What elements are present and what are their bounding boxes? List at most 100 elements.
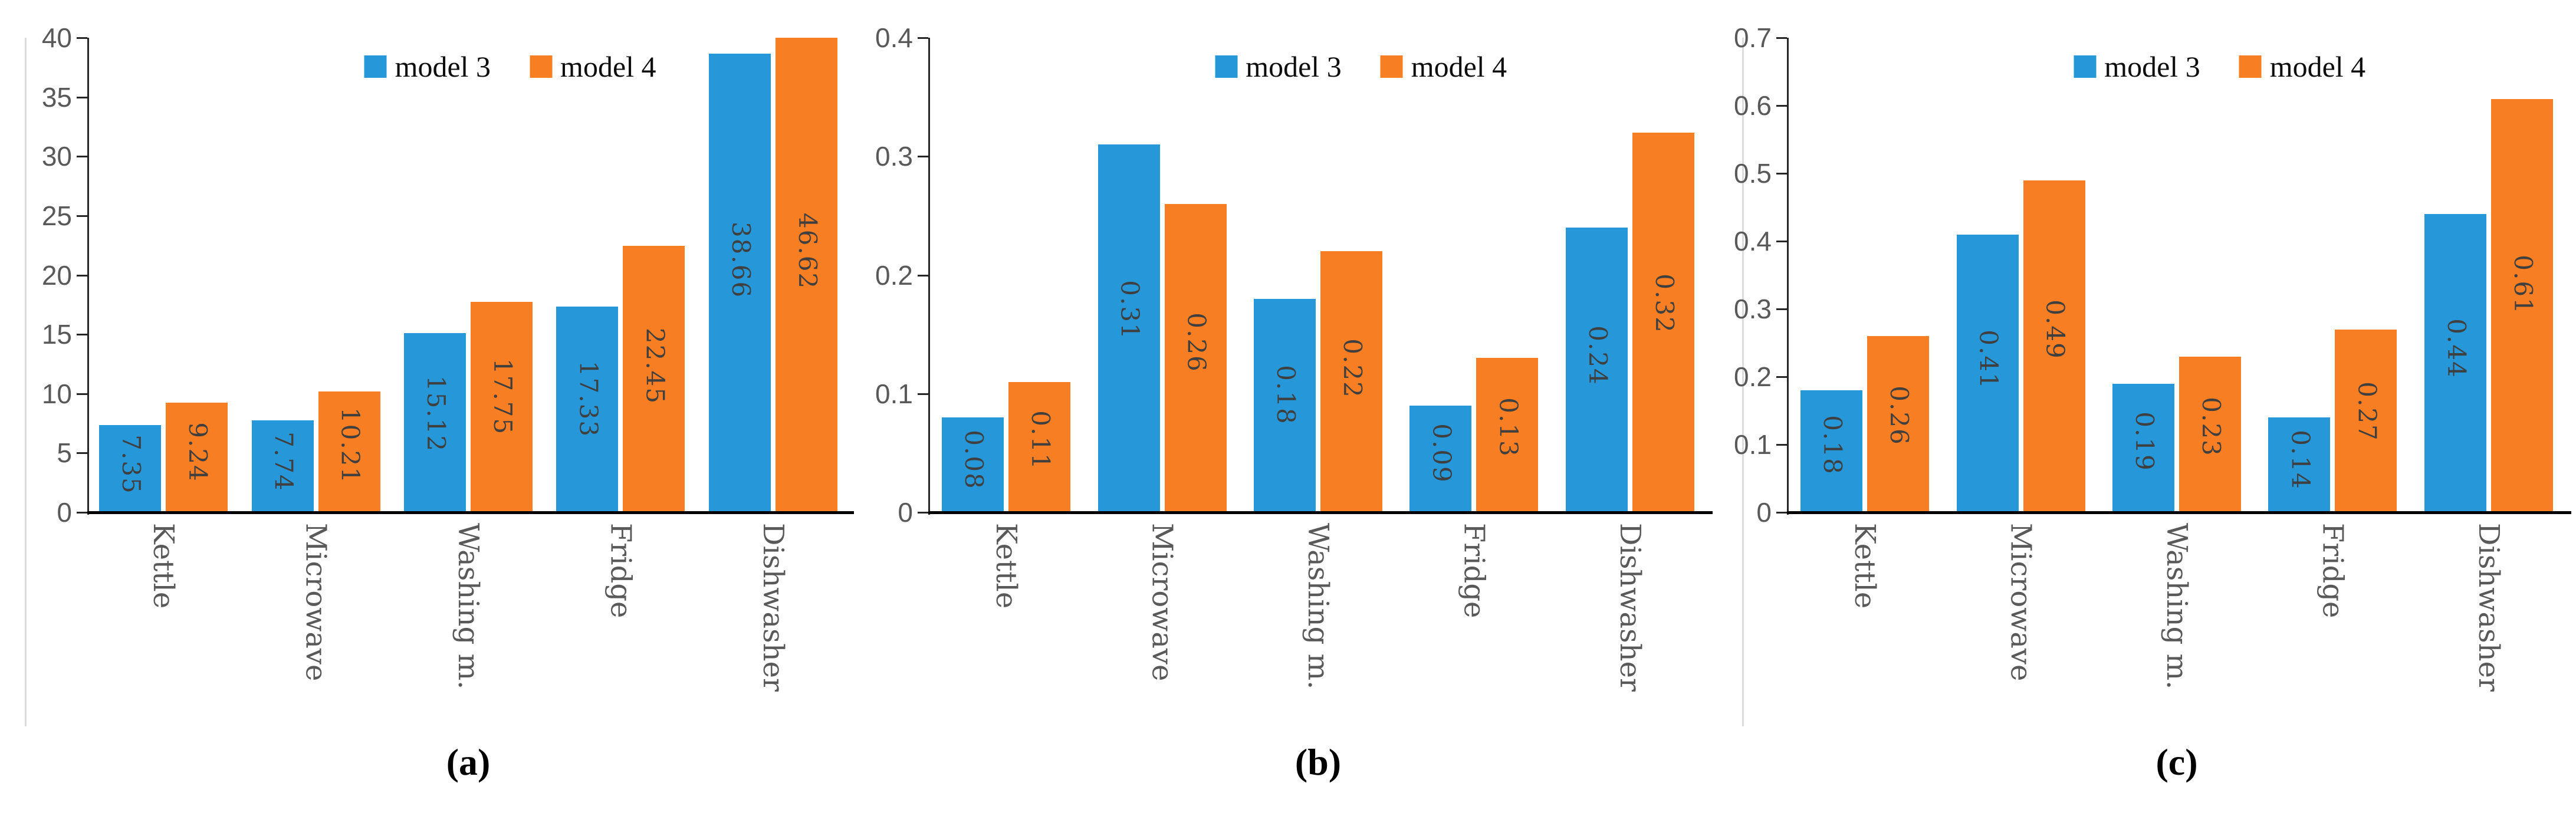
y-tick-label: 0.1	[875, 378, 913, 409]
bar-model-4-microwave	[2023, 180, 2085, 512]
y-tick-label: 10	[41, 378, 72, 409]
y-tick-label: 0.7	[1734, 22, 1772, 53]
chart-panel-c: 0 0.1 0.2 0.3 0.4 0.5 0.6 0.7 0.18 0.41 0.19 0.14 0.…	[1717, 0, 2576, 813]
bar-value-label: 10.21	[336, 407, 365, 485]
bar-value-label: 0.18	[1818, 415, 1848, 475]
y-tick-label: 0	[57, 497, 72, 528]
bar-value-label: 0.61	[2508, 255, 2538, 315]
bar-model-4-washing-m	[471, 301, 533, 512]
legend-item-model-3: model 3	[364, 50, 491, 84]
y-axis-tick	[918, 37, 928, 39]
legend-swatch-model-3	[2074, 55, 2097, 78]
bar-model-4-kettle	[1867, 336, 1930, 512]
bar-value-label: 22.45	[640, 327, 670, 404]
bar-value-label: 0.09	[1427, 423, 1457, 484]
bar-value-label: 0.11	[1026, 410, 1056, 470]
bar-value-label: 0.14	[2286, 430, 2315, 491]
legend-label: model 3	[2104, 50, 2200, 83]
bar-model-3-washing-m	[1254, 298, 1316, 512]
legend: model 3 model 4	[1215, 50, 1507, 84]
bar-model-3-dishwasher	[1565, 228, 1628, 512]
y-axis-tick	[1776, 308, 1787, 310]
figure-caption-c: (c)	[2156, 741, 2198, 783]
y-tick-label: 0.5	[1734, 158, 1772, 189]
bar-model-4-dishwasher	[1632, 133, 1694, 512]
bar-model-3-dishwasher	[708, 53, 771, 512]
bar-value-label: 0.26	[1885, 385, 1914, 446]
category-label-microwave: Microwave	[1145, 523, 1179, 682]
category-label-fridge: Fridge	[604, 523, 638, 618]
legend-swatch-model-4	[1380, 55, 1403, 78]
figure-caption-b: (b)	[1294, 741, 1342, 783]
bar-model-3-washing-m	[404, 333, 466, 512]
bar-value-label: 17.33	[574, 361, 603, 438]
bar-value-label: 0.49	[2041, 299, 2070, 360]
legend: model 3 model 4	[364, 50, 656, 84]
category-label-fridge: Fridge	[2316, 523, 2350, 618]
y-tick-label: 25	[41, 200, 72, 231]
category-label-dishwasher: Dishwasher	[1613, 523, 1647, 692]
y-axis-tick	[1776, 376, 1787, 378]
bar-value-label: 0.23	[2197, 396, 2226, 457]
y-axis-tick	[1776, 444, 1787, 446]
bar-value-label: 0.44	[2442, 318, 2471, 378]
y-tick-label: 0.6	[1734, 90, 1772, 121]
bar-model-4-microwave	[1164, 203, 1227, 512]
legend-swatch-model-3	[364, 55, 387, 78]
category-label-washing-m: Washing m.	[1302, 523, 1335, 690]
bar-model-3-fridge	[1409, 405, 1472, 512]
y-axis-tick	[77, 452, 87, 455]
y-tick-label: 0.1	[1734, 429, 1772, 460]
y-tick-label: 0	[1756, 497, 1772, 528]
y-tick-label: 0.2	[875, 259, 913, 291]
y-tick-label: 0.3	[875, 141, 913, 172]
y-axis-tick	[77, 156, 87, 158]
bar-value-label: 7.74	[269, 432, 298, 492]
bar-value-label: 0.32	[1650, 274, 1679, 334]
bar-model-3-fridge	[556, 307, 619, 512]
bar-value-label: 17.75	[488, 358, 517, 435]
category-label-kettle: Kettle	[990, 523, 1023, 609]
chart-panel-a: 0 5 10 15 20 25 30 35 40 7.35 7.74 15.12 17.33 38.66 9…	[0, 0, 859, 813]
legend-item-model-4: model 4	[2239, 50, 2365, 84]
legend-swatch-model-4	[2239, 55, 2262, 78]
y-axis-tick	[77, 393, 87, 395]
bar-model-3-washing-m	[2112, 383, 2174, 512]
bar-value-label: 46.62	[793, 213, 822, 290]
legend-swatch-model-3	[1215, 55, 1238, 78]
chart-panel-b: 0 0.1 0.2 0.3 0.4 0.08 0.31 0.18 0.09 0.24 0.11 0.2…	[859, 0, 1717, 813]
y-axis-tick	[1776, 241, 1787, 242]
bar-model-3-microwave	[251, 420, 314, 512]
y-axis-tick	[1776, 105, 1787, 107]
y-tick-label: 35	[41, 81, 72, 113]
y-tick-label: 0.2	[1734, 361, 1772, 392]
legend-item-model-3: model 3	[2074, 50, 2200, 84]
bar-value-label: 0.41	[1974, 329, 2003, 390]
y-tick-label: 30	[41, 141, 72, 172]
y-axis-tick	[918, 156, 928, 158]
bar-model-3-kettle	[942, 417, 1004, 512]
y-axis-tick	[77, 334, 87, 336]
y-axis-tick	[77, 96, 87, 98]
bar-value-label: 9.24	[183, 422, 213, 482]
y-tick-label: 5	[57, 437, 72, 469]
bar-model-3-microwave	[1098, 144, 1160, 512]
bar-model-4-kettle	[166, 403, 228, 512]
legend-label: model 4	[2269, 50, 2366, 83]
bar-model-4-washing-m	[2179, 356, 2241, 512]
bar-model-4-fridge	[2335, 329, 2397, 512]
y-tick-label: 15	[41, 319, 72, 350]
category-label-washing-m: Washing m.	[2160, 523, 2193, 690]
y-axis-tick	[1776, 512, 1787, 514]
bar-model-4-dishwasher	[775, 38, 837, 512]
y-axis-tick	[77, 37, 87, 39]
category-label-dishwasher: Dishwasher	[756, 523, 790, 692]
panel-edge-line	[25, 38, 27, 726]
x-axis-baseline	[1787, 511, 2571, 514]
category-label-microwave: Microwave	[2004, 523, 2038, 682]
bar-model-4-fridge	[1476, 358, 1539, 512]
legend: model 3 model 4	[2074, 50, 2365, 84]
figure-caption-a: (a)	[446, 741, 491, 783]
bar-model-4-fridge	[623, 246, 685, 512]
bar-model-4-kettle	[1008, 381, 1071, 512]
